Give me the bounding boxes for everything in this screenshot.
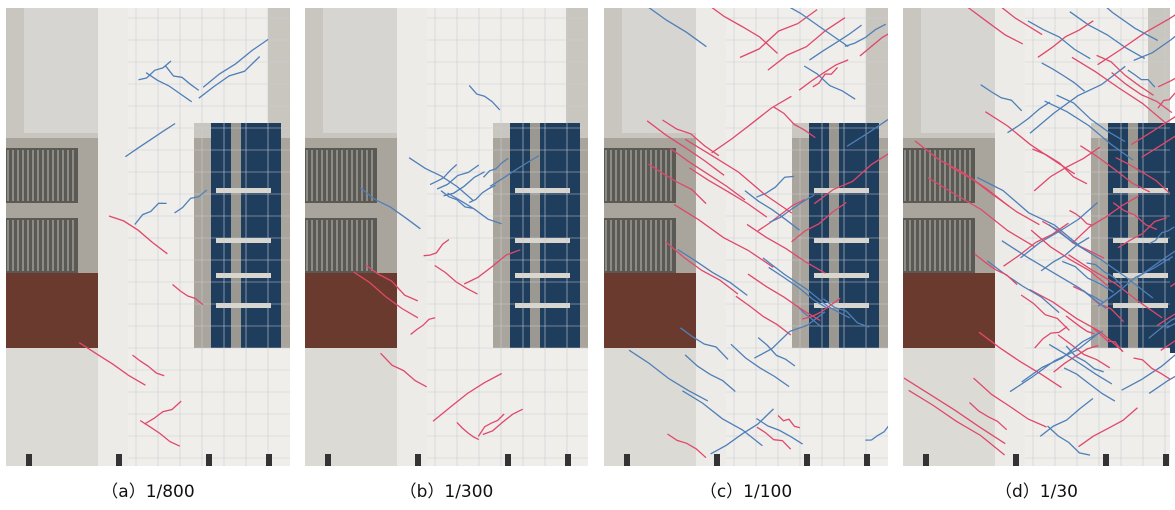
column <box>98 8 128 466</box>
photo-content <box>6 8 290 466</box>
anchor-bolt <box>266 454 272 466</box>
anchor-bolt <box>864 454 870 466</box>
anchor-bolt <box>714 454 720 466</box>
anchor-bolt <box>1013 454 1019 466</box>
caption: （d）1/30 <box>995 482 1078 502</box>
column <box>397 8 427 466</box>
left-block <box>323 8 403 133</box>
anchor-bolt <box>325 454 331 466</box>
left-block <box>24 8 104 133</box>
photo-content <box>903 0 1175 466</box>
shelf <box>6 273 106 353</box>
shelf <box>305 273 405 353</box>
column <box>995 8 1025 466</box>
shelf <box>604 273 704 353</box>
caption: （a）1/800 <box>101 482 194 502</box>
anchor-bolt <box>206 454 212 466</box>
left-block <box>622 8 702 133</box>
caption: （c）1/100 <box>700 482 792 502</box>
photo: （b）1/300 <box>305 8 588 502</box>
anchor-bolt <box>1163 454 1169 466</box>
anchor-bolt <box>1103 454 1109 466</box>
lower-block <box>305 348 397 466</box>
photo-content <box>604 0 948 466</box>
caption: （b）1/300 <box>400 482 494 502</box>
anchor-bolt <box>26 454 32 466</box>
lower-block <box>604 348 696 466</box>
photo: （d）1/30 <box>903 0 1175 502</box>
shelf <box>903 273 1003 353</box>
anchor-bolt <box>804 454 810 466</box>
photo: （c）1/100 <box>604 0 948 502</box>
anchor-bolt <box>923 454 929 466</box>
lower-block <box>6 348 98 466</box>
anchor-bolt <box>624 454 630 466</box>
figure: （a）1/800 （b）1/300 （c）1/100 （d）1/30 <box>0 0 1175 510</box>
anchor-bolt <box>415 454 421 466</box>
photo: （a）1/800 <box>6 8 290 502</box>
anchor-bolt <box>116 454 122 466</box>
photo-content <box>305 8 588 466</box>
anchor-bolt <box>505 454 511 466</box>
anchor-bolt <box>565 454 571 466</box>
